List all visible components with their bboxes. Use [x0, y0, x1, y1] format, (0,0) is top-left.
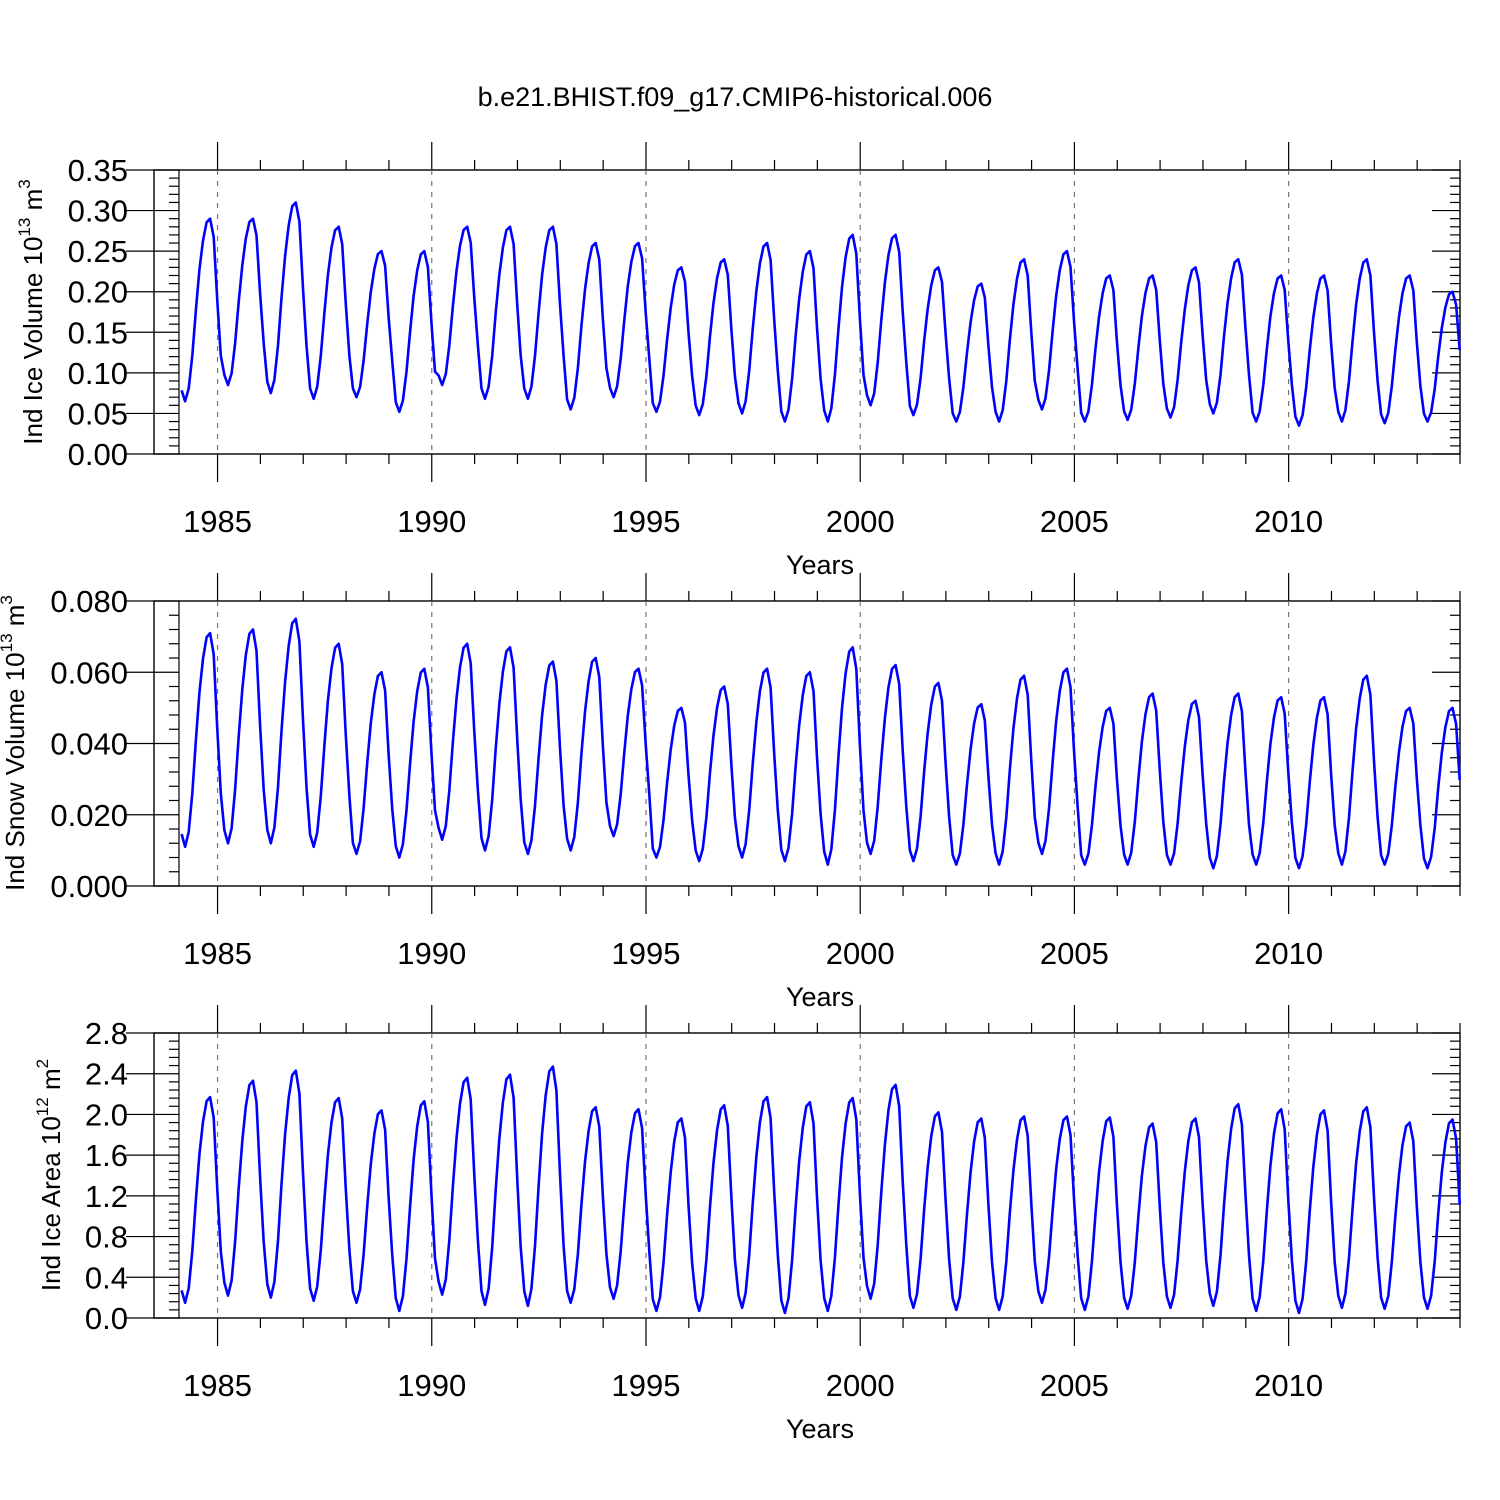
y-tick-label: 0.30 [68, 194, 128, 229]
x-tick-label: 1985 [183, 936, 252, 971]
x-tick-label: 1985 [183, 1368, 252, 1403]
x-tick-label: 2005 [1040, 1368, 1109, 1403]
x-axis-label: Years [786, 1414, 854, 1444]
y-tick-label: 0.060 [50, 655, 128, 690]
y-tick-label: 0.15 [68, 315, 128, 350]
x-tick-label: 1990 [397, 504, 466, 539]
x-tick-label: 2000 [826, 504, 895, 539]
y-tick-label: 0.05 [68, 396, 128, 431]
x-tick-label: 1985 [183, 504, 252, 539]
plot-frame [153, 1032, 1461, 1319]
series-line [180, 617, 1461, 870]
y-tick-label: 0.020 [50, 798, 128, 833]
y-tick-label: 0.000 [50, 869, 128, 904]
x-tick-label: 1990 [397, 936, 466, 971]
y-tick-label: 0.25 [68, 234, 128, 269]
x-tick-label: 1995 [612, 1368, 681, 1403]
y-axis-label: Ind Ice Volume 1013 m3 [15, 179, 48, 444]
y-tick-label: 2.4 [85, 1057, 128, 1092]
y-tick-label: 0.4 [85, 1260, 128, 1295]
series-line [180, 201, 1461, 427]
y-tick-label: 0.080 [50, 584, 128, 619]
series-line [180, 1065, 1461, 1315]
plot-frame [153, 600, 1461, 887]
x-tick-label: 2005 [1040, 936, 1109, 971]
x-tick-label: 2010 [1254, 1368, 1323, 1403]
panel-ice-area: 1985 1990 1995 2000 2005 2010 0.0 0.4 0.8 1.2 1.6 2… [33, 1005, 1461, 1444]
y-tick-label: 0.040 [50, 727, 128, 762]
y-tick-label: 2.0 [85, 1097, 128, 1132]
x-tick-label: 2010 [1254, 936, 1323, 971]
plot-frame [153, 169, 1461, 455]
y-tick-label: 0.00 [68, 437, 128, 472]
x-axis-label: Years [786, 982, 854, 1012]
x-axis-label: Years [786, 550, 854, 580]
y-tick-label: 0.10 [68, 356, 128, 391]
x-tick-label: 2000 [826, 936, 895, 971]
x-tick-label: 1995 [612, 936, 681, 971]
y-tick-label: 0.35 [68, 153, 128, 188]
panel-snow-volume: 1985 1990 1995 2000 2005 2010 0.000 0.020 0.040 0… [0, 573, 1461, 1012]
y-tick-label: 1.2 [85, 1179, 128, 1214]
y-axis-label: Ind Snow Volume 1013 m3 [0, 595, 30, 891]
x-tick-label: 2010 [1254, 504, 1323, 539]
y-axis-label: Ind Ice Area 1012 m2 [33, 1059, 66, 1291]
x-tick-label: 2000 [826, 1368, 895, 1403]
y-tick-label: 1.6 [85, 1138, 128, 1173]
panel-ice-volume: 1985 1990 1995 2000 2005 2010 0.00 0.05 0.10 0.15… [15, 142, 1461, 580]
figure-title: b.e21.BHIST.f09_g17.CMIP6-historical.006 [478, 82, 993, 112]
y-tick-label: 0.20 [68, 275, 128, 310]
y-tick-label: 0.0 [85, 1301, 128, 1336]
y-tick-label: 0.8 [85, 1220, 128, 1255]
x-tick-label: 1990 [397, 1368, 466, 1403]
x-tick-label: 1995 [612, 504, 681, 539]
x-tick-label: 2005 [1040, 504, 1109, 539]
y-tick-label: 2.8 [85, 1016, 128, 1051]
